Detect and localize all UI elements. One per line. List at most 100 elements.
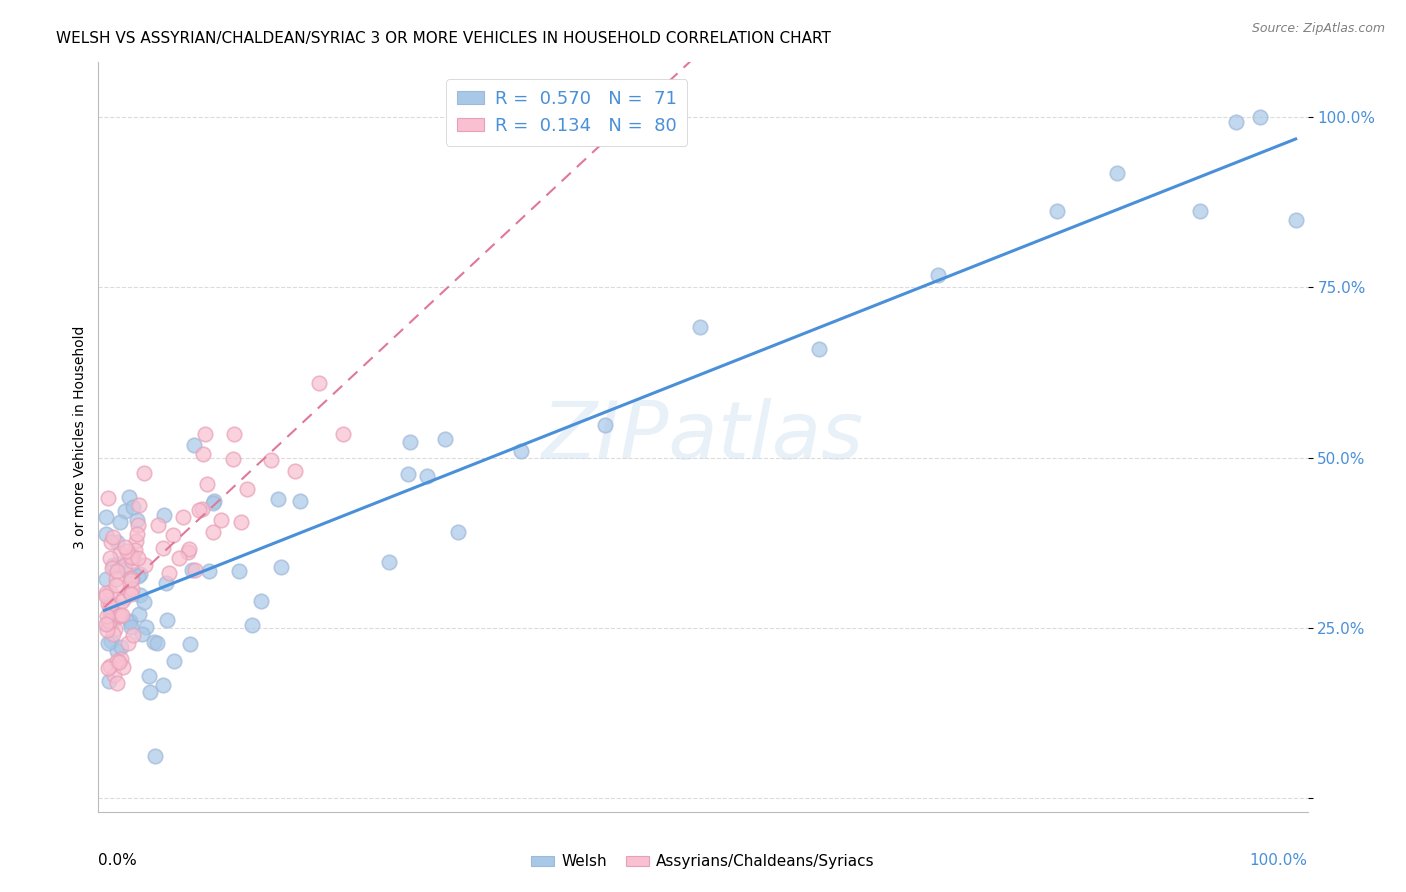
Point	[416, 468, 439, 483]
Point	[115, 544, 138, 558]
Point	[118, 583, 141, 598]
Point	[100, 633, 122, 648]
Point	[112, 660, 135, 674]
Point	[97, 673, 120, 688]
Point	[1189, 204, 1212, 219]
Point	[97, 617, 120, 632]
Point	[377, 555, 399, 569]
Point	[122, 550, 145, 565]
Point	[142, 635, 165, 649]
Point	[172, 509, 194, 524]
Point	[114, 562, 136, 576]
Point	[110, 640, 132, 654]
Point	[114, 503, 136, 517]
Point	[121, 582, 143, 596]
Point	[224, 426, 246, 441]
Point	[96, 598, 118, 612]
Point	[167, 551, 190, 566]
Point	[118, 490, 141, 504]
Point	[127, 551, 149, 566]
Point	[139, 685, 162, 699]
Point	[163, 654, 186, 668]
Point	[260, 453, 283, 467]
Point	[111, 608, 134, 623]
Point	[177, 545, 200, 559]
Point	[689, 320, 711, 334]
Point	[100, 534, 122, 549]
Point	[155, 576, 177, 591]
Point	[108, 546, 131, 560]
Text: WELSH VS ASSYRIAN/CHALDEAN/SYRIAC 3 OR MORE VEHICLES IN HOUSEHOLD CORRELATION CH: WELSH VS ASSYRIAN/CHALDEAN/SYRIAC 3 OR M…	[56, 31, 831, 46]
Point	[447, 524, 470, 539]
Point	[101, 615, 124, 629]
Point	[398, 467, 420, 481]
Point	[270, 560, 292, 574]
Point	[107, 675, 129, 690]
Point	[120, 571, 142, 585]
Point	[97, 635, 120, 649]
Point	[128, 498, 150, 512]
Point	[94, 589, 117, 603]
Y-axis label: 3 or more Vehicles in Household: 3 or more Vehicles in Household	[73, 326, 87, 549]
Point	[222, 451, 245, 466]
Point	[121, 554, 143, 568]
Point	[399, 435, 422, 450]
Point	[128, 607, 150, 622]
Text: ZIPatlas: ZIPatlas	[541, 398, 865, 476]
Point	[229, 515, 252, 529]
Point	[1046, 203, 1069, 218]
Point	[97, 491, 120, 505]
Point	[111, 594, 134, 608]
Point	[101, 597, 124, 611]
Point	[105, 577, 128, 591]
Point	[108, 515, 131, 529]
Point	[96, 624, 118, 638]
Point	[179, 541, 201, 556]
Point	[927, 268, 949, 282]
Point	[125, 527, 148, 541]
Point	[103, 668, 125, 682]
Point	[202, 496, 225, 510]
Point	[94, 527, 117, 541]
Point	[124, 543, 146, 558]
Point	[96, 609, 118, 624]
Legend: Welsh, Assyrians/Chaldeans/Syriacs: Welsh, Assyrians/Chaldeans/Syriacs	[524, 848, 882, 875]
Point	[98, 599, 121, 614]
Point	[98, 614, 121, 628]
Point	[120, 587, 142, 601]
Point	[145, 748, 167, 763]
Point	[120, 573, 142, 587]
Point	[134, 595, 156, 609]
Point	[127, 569, 149, 583]
Point	[101, 627, 124, 641]
Point	[120, 614, 142, 628]
Point	[98, 607, 121, 621]
Point	[134, 558, 156, 573]
Point	[127, 518, 149, 533]
Point	[94, 616, 117, 631]
Point	[146, 517, 169, 532]
Point	[121, 500, 143, 514]
Point	[114, 540, 136, 554]
Point	[308, 376, 330, 390]
Point	[236, 482, 259, 496]
Point	[183, 438, 205, 452]
Point	[146, 636, 169, 650]
Point	[100, 610, 122, 624]
Point	[183, 563, 205, 577]
Point	[228, 564, 250, 578]
Point	[94, 586, 117, 600]
Point	[1225, 115, 1247, 129]
Point	[808, 342, 831, 356]
Point	[120, 619, 142, 633]
Point	[240, 618, 263, 632]
Point	[110, 651, 132, 665]
Point	[162, 528, 184, 542]
Point	[157, 566, 180, 580]
Point	[100, 561, 122, 575]
Point	[105, 535, 128, 549]
Point	[510, 443, 533, 458]
Point	[103, 558, 125, 573]
Point	[105, 644, 128, 658]
Point	[121, 628, 143, 642]
